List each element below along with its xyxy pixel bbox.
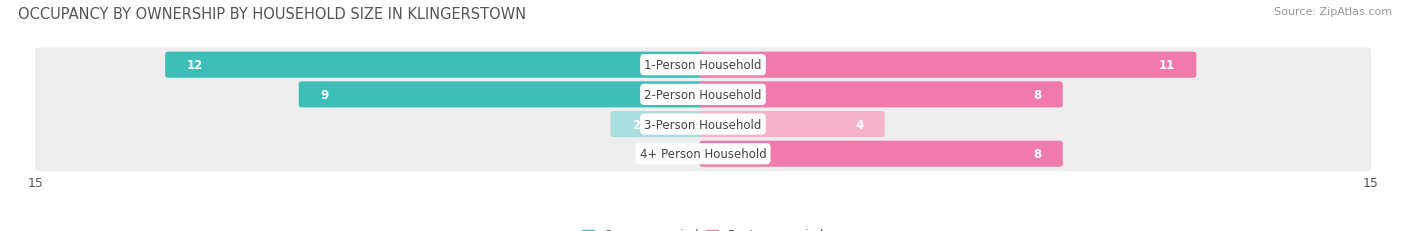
Text: 3-Person Household: 3-Person Household xyxy=(644,118,762,131)
FancyBboxPatch shape xyxy=(34,48,1372,82)
Legend: Owner-occupied, Renter-occupied: Owner-occupied, Renter-occupied xyxy=(578,224,828,231)
Text: Source: ZipAtlas.com: Source: ZipAtlas.com xyxy=(1274,7,1392,17)
FancyBboxPatch shape xyxy=(699,141,1063,167)
Text: 12: 12 xyxy=(187,59,202,72)
FancyBboxPatch shape xyxy=(699,52,1197,78)
Text: 8: 8 xyxy=(1033,148,1042,161)
FancyBboxPatch shape xyxy=(34,107,1372,142)
Text: 4: 4 xyxy=(855,118,863,131)
Text: 2: 2 xyxy=(631,118,640,131)
Text: 1-Person Household: 1-Person Household xyxy=(644,59,762,72)
FancyBboxPatch shape xyxy=(699,82,1063,108)
FancyBboxPatch shape xyxy=(34,78,1372,112)
Text: 2-Person Household: 2-Person Household xyxy=(644,88,762,101)
FancyBboxPatch shape xyxy=(298,82,707,108)
FancyBboxPatch shape xyxy=(34,137,1372,171)
FancyBboxPatch shape xyxy=(165,52,707,78)
FancyBboxPatch shape xyxy=(610,112,707,137)
FancyBboxPatch shape xyxy=(699,112,884,137)
Text: OCCUPANCY BY OWNERSHIP BY HOUSEHOLD SIZE IN KLINGERSTOWN: OCCUPANCY BY OWNERSHIP BY HOUSEHOLD SIZE… xyxy=(18,7,526,22)
Text: 4+ Person Household: 4+ Person Household xyxy=(640,148,766,161)
Text: 0: 0 xyxy=(686,148,695,161)
Text: 11: 11 xyxy=(1159,59,1175,72)
Text: 8: 8 xyxy=(1033,88,1042,101)
Text: 9: 9 xyxy=(321,88,329,101)
